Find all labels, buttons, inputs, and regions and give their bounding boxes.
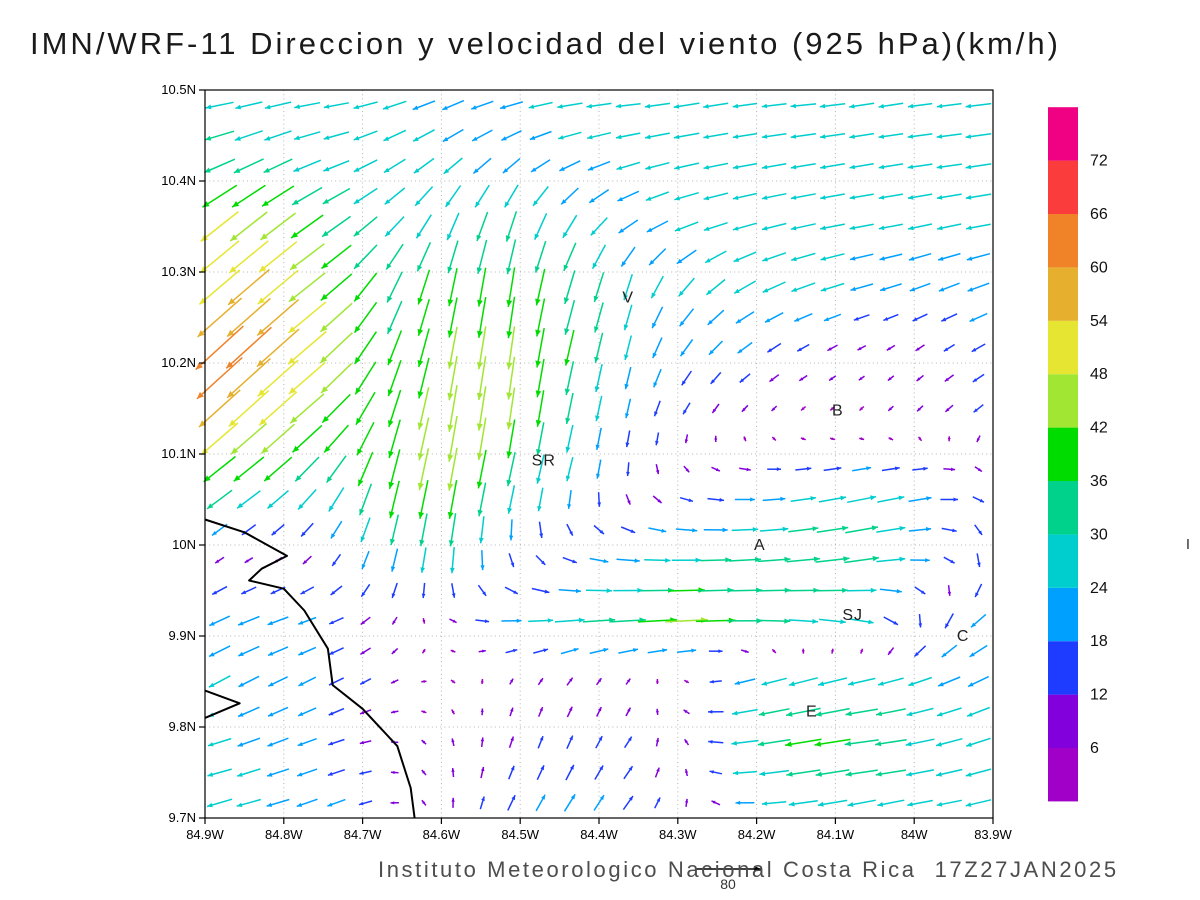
x-tick-label: 84.4W [580,827,618,842]
colorbar-segment [1048,107,1078,161]
colorbar-segment [1048,534,1078,588]
station-labels: V B SR A SJ C E I [532,290,1190,721]
x-tick-label: 84.2W [738,827,776,842]
x-tick-label: 84.8W [265,827,303,842]
coastline [204,518,416,819]
colorbar-segment [1048,694,1078,748]
station-label: A [754,537,766,554]
colorbar [1048,107,1078,802]
colorbar-tick-label: 36 [1090,473,1108,490]
y-tick-label: 10.3N [161,264,196,279]
colorbar-tick-label: 6 [1090,740,1099,757]
colorbar-tick-label: 72 [1090,153,1108,170]
station-label: V [622,290,634,307]
x-tick-label: 83.9W [974,827,1012,842]
colorbar-segment [1048,748,1078,802]
x-tick-label: 84.5W [501,827,539,842]
colorbar-segment [1048,641,1078,695]
colorbar-segment [1048,320,1078,375]
chart-title: IMN/WRF-11 Direccion y velocidad del vie… [30,26,1061,61]
y-tick-label: 10.5N [161,82,196,97]
y-tick-label: 10N [172,537,196,552]
y-tick-label: 10.4N [161,173,196,188]
x-axis-labels: 84.9W 84.8W 84.7W 84.6W 84.5W 84.4W 84.3W 84.2W… [186,818,1013,842]
x-tick-label: 84.6W [423,827,461,842]
y-tick-label: 9.9N [169,628,196,643]
reference-vector-label: 80 [720,876,736,892]
colorbar-tick-label: 18 [1090,633,1108,650]
colorbar-segment [1048,214,1078,268]
colorbar-tick-label: 24 [1090,580,1108,597]
station-label: E [806,704,818,721]
institute-name: Instituto Meteorologico Nacional Costa R… [378,857,917,882]
colorbar-segment [1048,427,1078,481]
colorbar-segment [1048,374,1078,428]
wind-arrows [195,99,992,812]
footer-credit: Instituto Meteorologico Nacional Costa R… [378,857,1119,883]
edge-label: I [1186,536,1190,553]
station-label: C [957,628,970,645]
colorbar-segment [1048,587,1078,642]
colorbar-segment [1048,267,1078,321]
reference-vector: 80 [695,865,761,892]
x-tick-label: 84.1W [817,827,855,842]
y-tick-label: 10.2N [161,355,196,370]
colorbar-tick-label: 66 [1090,206,1108,223]
colorbar-tick-label: 48 [1090,366,1108,383]
colorbar-tick-label: 42 [1090,420,1108,437]
y-tick-label: 9.7N [169,810,196,825]
station-label: SR [532,452,556,469]
x-tick-label: 84W [901,827,928,842]
x-tick-label: 84.9W [186,827,224,842]
y-tick-label: 10.1N [161,446,196,461]
station-label: B [832,402,844,419]
x-tick-label: 84.7W [344,827,382,842]
y-axis-labels: 10.5N 10.4N 10.3N 10.2N 10.1N 10N 9.9N 9.8N 9.7N [161,82,205,825]
colorbar-tick-label: 54 [1090,313,1108,330]
colorbar-labels: 6 12 18 24 30 36 42 48 54 60 66 72 [1090,153,1108,757]
colorbar-tick-label: 12 [1090,687,1108,704]
colorbar-tick-label: 60 [1090,259,1108,276]
x-tick-label: 84.3W [659,827,697,842]
colorbar-tick-label: 30 [1090,526,1108,543]
colorbar-segment [1048,481,1078,535]
run-timestamp: 17Z27JAN2025 [934,857,1119,882]
station-label: SJ [842,607,863,624]
y-tick-label: 9.8N [169,719,196,734]
colorbar-segment [1048,160,1078,214]
gridlines [205,90,993,818]
